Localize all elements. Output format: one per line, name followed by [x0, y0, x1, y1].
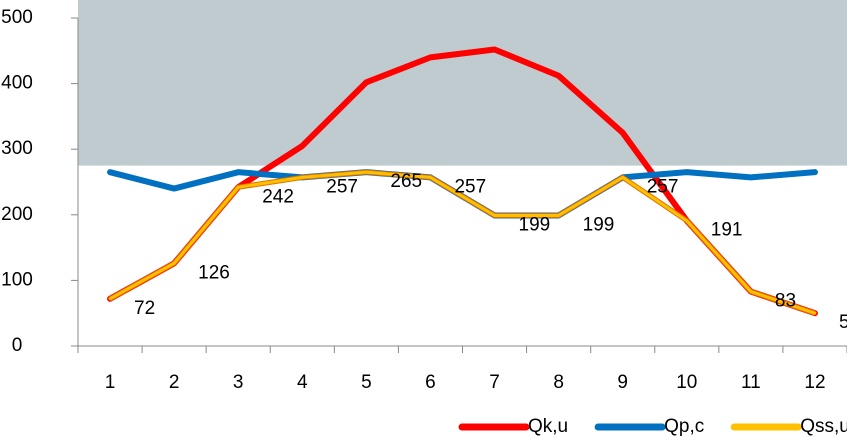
- x-tick-label: 3: [233, 372, 244, 393]
- x-tick-label: 11: [741, 372, 761, 393]
- x-tick-label: 2: [169, 372, 180, 393]
- data-label: 199: [583, 214, 615, 235]
- y-tick-label: 500: [1, 7, 33, 28]
- shaded-band: [78, 0, 847, 166]
- data-label: 242: [262, 186, 294, 207]
- data-label: 191: [711, 220, 743, 241]
- x-tick-label: 10: [676, 372, 697, 393]
- y-tick-label: 300: [1, 138, 33, 159]
- data-label: 257: [326, 176, 358, 197]
- legend-label: Qp,c: [664, 416, 704, 437]
- series-line: [108, 170, 817, 315]
- y-tick-label: 200: [1, 204, 33, 225]
- x-tick-label: 12: [804, 372, 825, 393]
- x-tick-label: 4: [297, 372, 308, 393]
- x-tick-label: 6: [425, 372, 436, 393]
- data-label: 50: [839, 312, 847, 333]
- data-label: 265: [390, 171, 422, 192]
- x-tick-label: 8: [553, 372, 564, 393]
- data-label: 257: [454, 176, 486, 197]
- data-label: 199: [519, 214, 551, 235]
- data-label: 126: [198, 262, 230, 283]
- x-tick-label: 7: [489, 372, 500, 393]
- legend-label: Qss,u: [800, 416, 847, 437]
- data-label: 83: [775, 291, 796, 312]
- y-tick-label: 0: [12, 335, 23, 356]
- legend-label: Qk,u: [528, 416, 568, 437]
- x-tick-label: 5: [361, 372, 372, 393]
- y-tick-label: 400: [1, 73, 33, 94]
- data-label: 72: [134, 298, 155, 319]
- x-tick-label: 1: [105, 372, 116, 393]
- y-tick-label: 100: [1, 269, 33, 290]
- x-tick-label: 9: [617, 372, 628, 393]
- data-label: 257: [647, 176, 679, 197]
